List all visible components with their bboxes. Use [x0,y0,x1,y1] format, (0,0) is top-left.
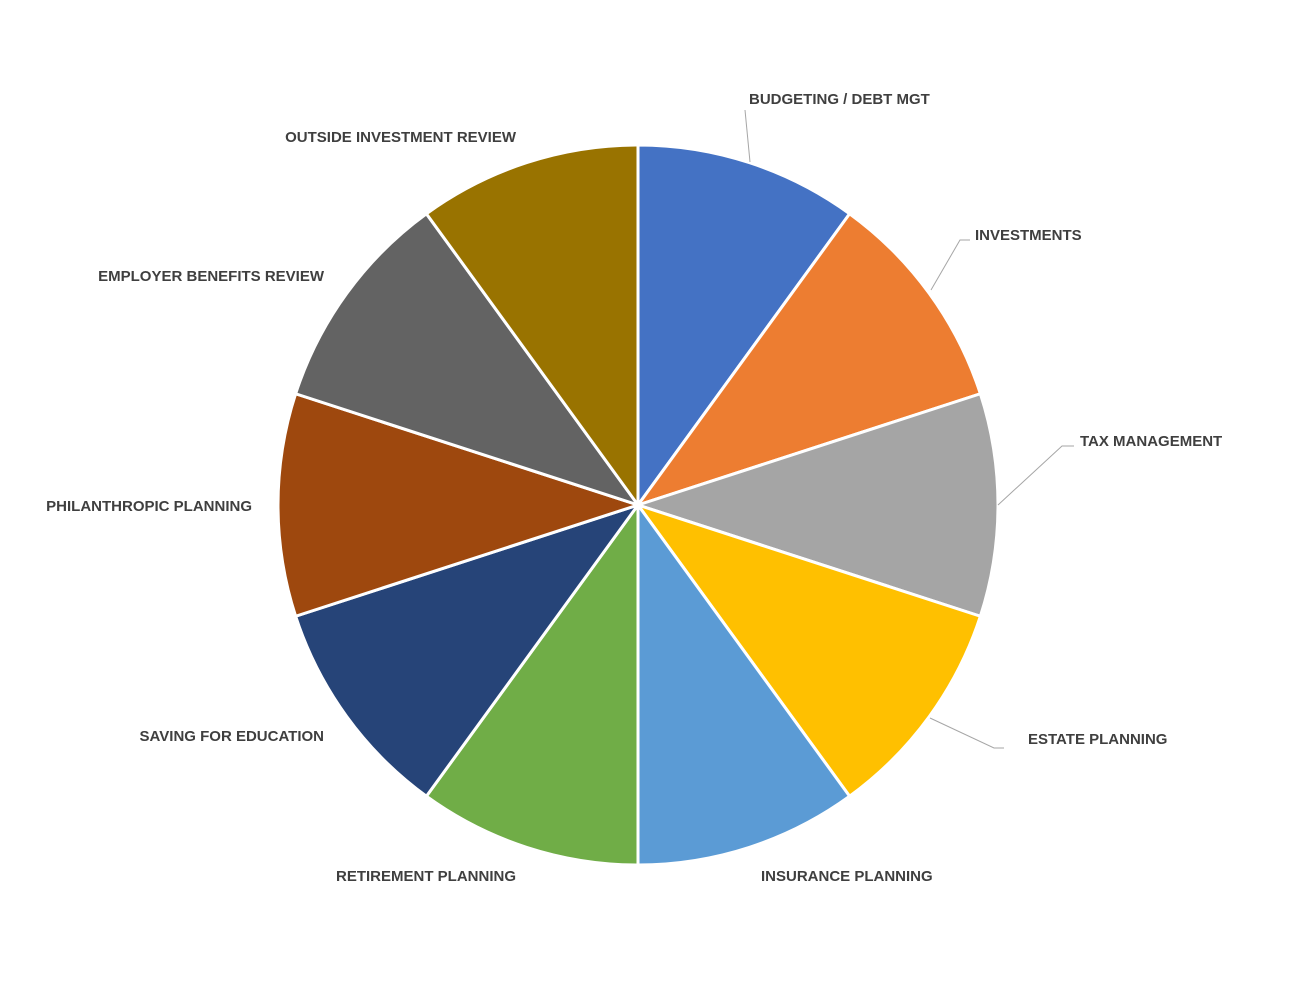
pie-slice-employer-benefits-review [294,212,640,507]
slice-label: ESTATE PLANNING [1028,731,1167,748]
leader-line [929,717,1004,749]
slice-label: INVESTMENTS [975,227,1082,244]
pie-slice-investments [636,212,982,507]
slice-label: EMPLOYER BENEFITS REVIEW [98,268,325,285]
labels-layer: BUDGETING / DEBT MGT INVESTMENTS TAX MANAG… [46,91,1222,885]
slice-label: INSURANCE PLANNING [761,868,933,885]
pie-slice-budgeting-debt-mgt [636,143,852,507]
pie-slice-saving-for-education [294,503,640,798]
slice-label: BUDGETING / DEBT MGT [749,91,930,108]
leader-line [997,445,1074,506]
slice-label: OUTSIDE INVESTMENT REVIEW [285,129,517,146]
pie-slice-estate-planning [636,503,982,798]
pie-slice-tax-management [636,392,1000,618]
leader-lines-layer [744,109,1074,749]
slice-label: SAVING FOR EDUCATION [140,728,324,745]
leader-line [744,109,751,163]
slices-layer [276,143,1000,867]
slice-label: RETIREMENT PLANNING [336,868,516,885]
slice-label: TAX MANAGEMENT [1080,433,1222,450]
pie-slice-outside-investment-review [424,143,640,507]
pie-slice-retirement-planning [424,503,640,867]
leader-line [930,239,970,291]
slice-label: PHILANTHROPIC PLANNING [46,498,252,515]
pie-slice-philanthropic-planning [276,392,640,618]
pie-slice-insurance-planning [636,503,852,867]
